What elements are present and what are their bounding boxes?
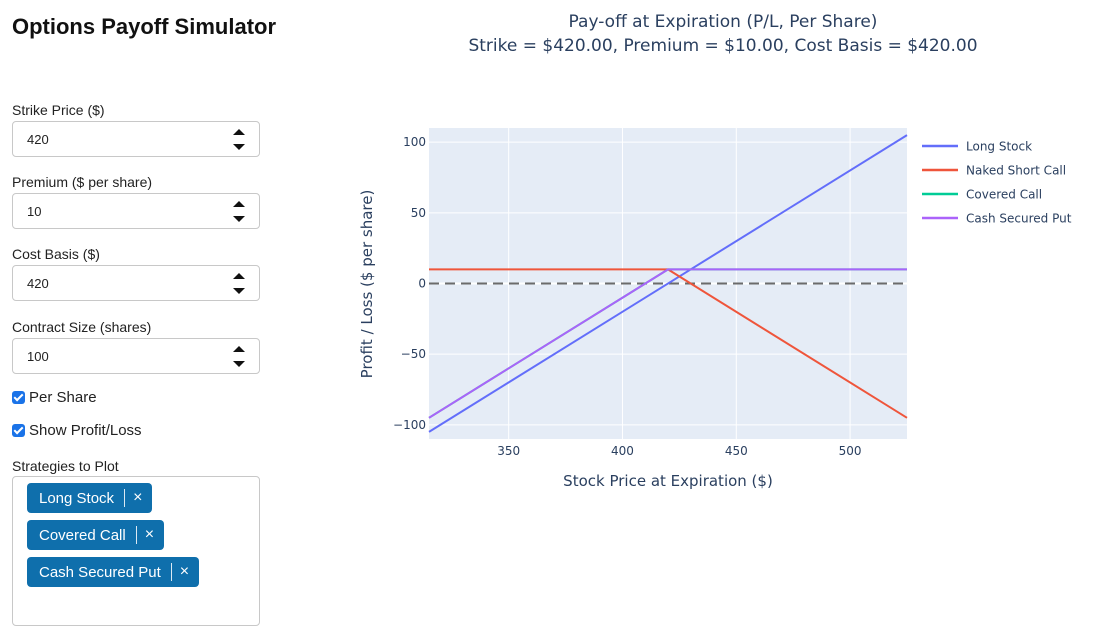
per-share-label: Per Share xyxy=(29,389,97,406)
y-axis-label: Profit / Loss ($ per share) xyxy=(358,190,376,379)
y-tick-label: −100 xyxy=(393,418,426,432)
x-tick-label: 350 xyxy=(497,444,520,458)
y-tick-label: 100 xyxy=(403,135,426,149)
cost-basis-input[interactable]: 420 xyxy=(12,265,260,301)
decrement-arrow-icon[interactable] xyxy=(233,144,245,150)
premium-label: Premium ($ per share) xyxy=(12,174,153,190)
premium-value: 10 xyxy=(27,204,42,219)
y-tick-label: 0 xyxy=(418,277,426,291)
strike-price-stepper xyxy=(233,126,247,154)
contract-size-value: 100 xyxy=(27,349,49,364)
tag-divider xyxy=(135,526,137,544)
strategy-tag-label: Long Stock xyxy=(39,489,115,507)
per-share-checkbox-row[interactable]: Per Share xyxy=(12,389,97,406)
legend-label-long-stock[interactable]: Long Stock xyxy=(966,140,1032,154)
gridlines xyxy=(429,128,907,439)
y-tick-label: −50 xyxy=(401,347,426,361)
chart-subtitle: Strike = $420.00, Premium = $10.00, Cost… xyxy=(468,36,977,56)
series-line-cash-secured-put xyxy=(428,268,907,419)
strategy-tag-covered-call: Covered Call × xyxy=(27,520,165,550)
per-share-checkbox[interactable] xyxy=(12,391,25,404)
strategy-tag-label: Cash Secured Put xyxy=(39,563,161,581)
decrement-arrow-icon[interactable] xyxy=(233,288,245,294)
control-sidebar: Options Payoff Simulator Strike Price ($… xyxy=(0,0,280,637)
increment-arrow-icon[interactable] xyxy=(233,273,245,279)
legend-label-naked-short-call[interactable]: Naked Short Call xyxy=(966,164,1066,178)
premium-stepper xyxy=(233,198,247,226)
x-tick-label: 500 xyxy=(839,444,862,458)
x-axis-label: Stock Price at Expiration ($) xyxy=(563,472,773,490)
strategy-tag-cash-secured-put: Cash Secured Put × xyxy=(27,557,200,587)
remove-icon[interactable]: × xyxy=(144,526,155,543)
tag-divider xyxy=(124,489,126,507)
tag-divider xyxy=(170,563,172,581)
series-line-long-stock xyxy=(428,134,908,433)
decrement-arrow-icon[interactable] xyxy=(233,216,245,222)
contract-size-label: Contract Size (shares) xyxy=(12,319,152,335)
show-pl-label: Show Profit/Loss xyxy=(29,422,142,439)
decrement-arrow-icon[interactable] xyxy=(233,361,245,367)
increment-arrow-icon[interactable] xyxy=(233,201,245,207)
cost-basis-label: Cost Basis ($) xyxy=(12,246,100,262)
cost-basis-stepper xyxy=(233,270,247,298)
chart-title: Pay-off at Expiration (P/L, Per Share) xyxy=(569,12,878,32)
chart-legend: Long Stock Naked Short Call Covered Call Ca… xyxy=(922,140,1072,226)
increment-arrow-icon[interactable] xyxy=(233,129,245,135)
x-tick-label: 400 xyxy=(611,444,634,458)
strategy-tag-long-stock: Long Stock × xyxy=(27,483,153,513)
show-pl-checkbox[interactable] xyxy=(12,424,25,437)
strike-price-value: 420 xyxy=(27,132,49,147)
series-layer xyxy=(428,134,908,433)
contract-size-stepper xyxy=(233,343,247,371)
strategy-tag-label: Covered Call xyxy=(39,526,126,544)
premium-input[interactable]: 10 xyxy=(12,193,260,229)
legend-label-cash-secured-put[interactable]: Cash Secured Put xyxy=(966,212,1072,226)
contract-size-input[interactable]: 100 xyxy=(12,338,260,374)
app-title: Options Payoff Simulator xyxy=(12,14,277,39)
strategies-label: Strategies to Plot xyxy=(12,458,119,474)
remove-icon[interactable]: × xyxy=(133,489,143,506)
cost-basis-value: 420 xyxy=(27,276,49,291)
axis-ticks: 350 400 450 500 −100 −50 0 50 100 xyxy=(393,135,862,458)
remove-icon[interactable]: × xyxy=(179,563,190,580)
legend-label-covered-call[interactable]: Covered Call xyxy=(966,188,1042,202)
x-tick-label: 450 xyxy=(725,444,748,458)
increment-arrow-icon[interactable] xyxy=(233,346,245,352)
y-tick-label: 50 xyxy=(411,206,426,220)
strategies-multiselect[interactable]: Long Stock × Covered Call × Cash Secured… xyxy=(12,476,260,626)
strike-price-input[interactable]: 420 xyxy=(12,121,260,157)
show-pl-checkbox-row[interactable]: Show Profit/Loss xyxy=(12,422,142,439)
strike-price-label: Strike Price ($) xyxy=(12,102,105,118)
